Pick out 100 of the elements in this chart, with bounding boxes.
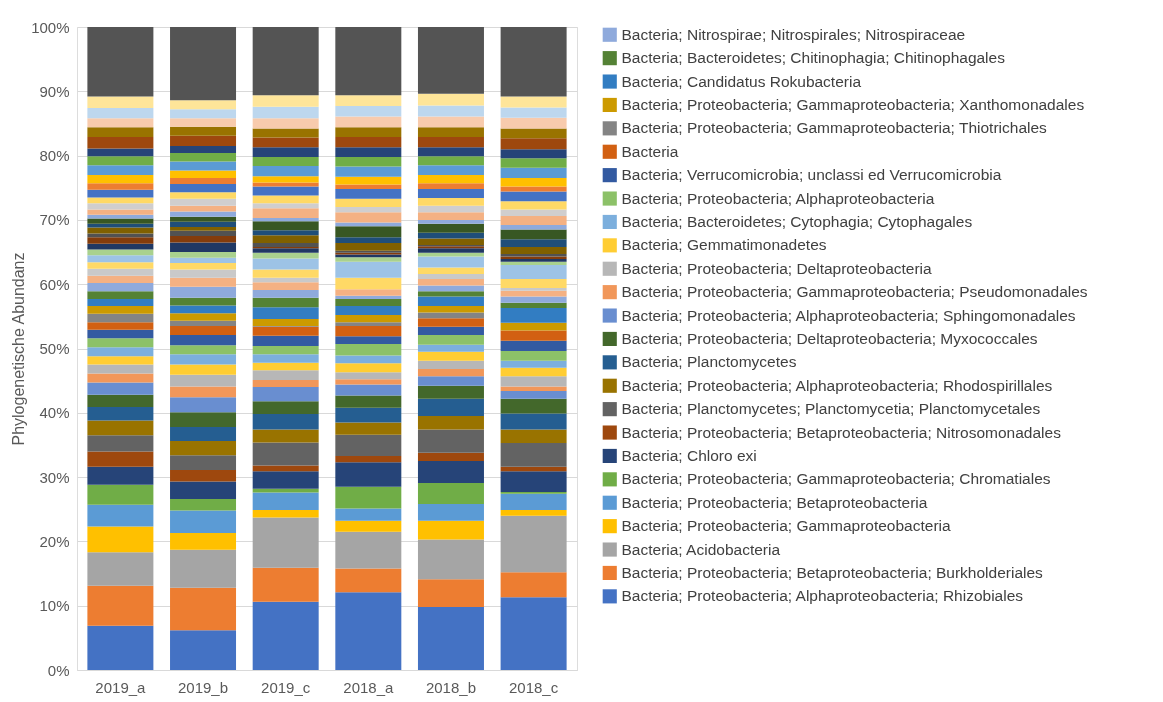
bar [170,397,237,413]
legend-label: Bacteria [621,142,679,160]
bar [500,572,567,598]
bar [252,176,319,183]
bar [335,257,402,262]
bar [335,520,402,532]
bar [252,230,319,236]
bar [87,27,154,97]
y-axis-title: Phylogenetische Abundanz [10,252,28,446]
bar [500,390,567,399]
bar [417,105,484,117]
legend-label: Bacteria; Proteobacteria; Gammaproteobacteria; Chromatiales [621,470,1051,488]
bar [170,510,237,534]
bar [170,313,237,321]
bar [170,297,237,306]
bar [335,326,402,337]
bar [335,379,402,385]
bar [335,372,402,380]
bar [500,27,567,97]
bar [335,212,402,223]
bar [252,362,319,371]
legend-label: Bacteria; Planctomycetes [621,353,797,371]
legend-label: Bacteria; Proteobacteria; Betaproteobacteria; Burkholderiales [621,563,1044,581]
bar [335,277,402,290]
bar [335,136,402,148]
bar [252,488,319,493]
bar [252,248,319,253]
bar [170,145,237,154]
legend-label: Bacteria; Proteobacteria; Betaproteobacteria; Nitrosomonadales [621,423,1062,441]
bar [500,191,567,202]
legend-label: Bacteria; Proteobacteria; Alphaproteobacteria; Rhodospirillales [621,376,1053,394]
bar [500,279,567,289]
bar [500,307,567,323]
bar [335,455,402,463]
bar [87,364,154,374]
bar [417,312,484,319]
bar [500,367,567,377]
bar [170,441,237,456]
bar [417,219,484,224]
bar [87,282,154,292]
bar [87,466,154,485]
bar [335,243,402,251]
bar [417,306,484,313]
bar [335,156,402,167]
bar [87,249,154,256]
bar [170,252,237,258]
bar [500,201,567,210]
bar [335,189,402,199]
bar [335,106,402,117]
bar [170,126,237,136]
bar [417,291,484,297]
bar [417,223,484,233]
bar [87,451,154,467]
bar [417,147,484,157]
bar [417,248,484,253]
bar [87,118,154,128]
bar [500,296,567,303]
bar [500,239,567,247]
bar [417,539,484,580]
bar [252,414,319,430]
bar [335,306,402,316]
bar [500,138,567,150]
bar [500,288,567,291]
bar [500,360,567,368]
bar [170,587,237,631]
bar [335,207,402,213]
bar [170,257,237,263]
bar [170,211,237,217]
bar [252,401,319,415]
bar [500,471,567,492]
bar [170,269,237,278]
bar [335,531,402,569]
bar [87,197,154,204]
bar [252,156,319,166]
bar [500,351,567,361]
bar [87,394,154,408]
bar [500,216,567,226]
bar [170,230,237,236]
y-tick-label: 60% [39,275,70,293]
bar [335,147,402,157]
y-tick-label: 0% [47,661,70,679]
bar [252,307,319,319]
bar [500,229,567,240]
bar [335,568,402,593]
bar [170,549,237,588]
bar [500,246,567,254]
bar [252,297,319,308]
legend-label: Bacteria; Proteobacteria; Gammaproteobacteria; Thiotrichales [621,119,1048,137]
bar [87,625,154,670]
bar [170,153,237,162]
bar [417,116,484,128]
bar [500,186,567,192]
bar [417,482,484,505]
bar [87,347,154,357]
bar [335,166,402,177]
bar [335,336,402,344]
bar [335,295,402,299]
bar [500,597,567,670]
bar [87,338,154,348]
bar [170,354,237,365]
